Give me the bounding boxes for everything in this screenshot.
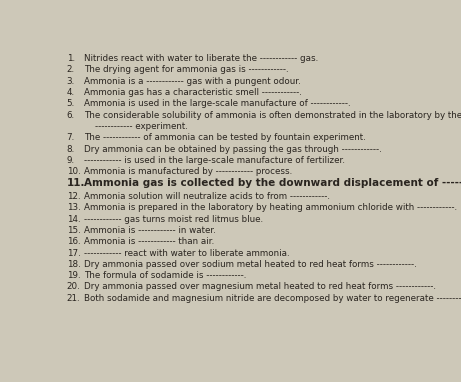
Text: Dry ammonia can be obtained by passing the gas through ------------.: Dry ammonia can be obtained by passing t… <box>84 144 382 154</box>
Text: 21.: 21. <box>66 294 80 303</box>
Text: 1.: 1. <box>66 54 75 63</box>
Text: Ammonia gas has a characteristic smell ------------.: Ammonia gas has a characteristic smell -… <box>84 88 302 97</box>
Text: Ammonia is ------------ than air.: Ammonia is ------------ than air. <box>84 237 215 246</box>
Text: The ------------ of ammonia can be tested by fountain experiment.: The ------------ of ammonia can be teste… <box>84 133 366 142</box>
Text: 12.: 12. <box>66 192 80 201</box>
Text: ------------ is used in the large-scale manufacture of fertilizer.: ------------ is used in the large-scale … <box>84 156 345 165</box>
Text: 14.: 14. <box>66 215 80 223</box>
Text: ------------ experiment.: ------------ experiment. <box>95 122 188 131</box>
Text: Dry ammonia passed over sodium metal heated to red heat forms ------------.: Dry ammonia passed over sodium metal hea… <box>84 260 417 269</box>
Text: 7.: 7. <box>66 133 75 142</box>
Text: 16.: 16. <box>66 237 80 246</box>
Text: 5.: 5. <box>66 99 75 108</box>
Text: 19.: 19. <box>66 271 80 280</box>
Text: 15.: 15. <box>66 226 80 235</box>
Text: Nitrides react with water to liberate the ------------ gas.: Nitrides react with water to liberate th… <box>84 54 319 63</box>
Text: Ammonia is prepared in the laboratory by heating ammonium chloride with --------: Ammonia is prepared in the laboratory by… <box>84 203 458 212</box>
Text: 3.: 3. <box>66 77 75 86</box>
Text: Ammonia solution will neutralize acids to from ------------.: Ammonia solution will neutralize acids t… <box>84 192 331 201</box>
Text: 17.: 17. <box>66 249 80 257</box>
Text: Ammonia is manufactured by ------------ process.: Ammonia is manufactured by ------------ … <box>84 167 293 176</box>
Text: 20.: 20. <box>66 282 80 291</box>
Text: Dry ammonia passed over magnesium metal heated to red heat forms ------------.: Dry ammonia passed over magnesium metal … <box>84 282 437 291</box>
Text: The formula of sodamide is ------------.: The formula of sodamide is ------------. <box>84 271 247 280</box>
Text: 2.: 2. <box>66 65 75 74</box>
Text: 13.: 13. <box>66 203 80 212</box>
Text: Both sodamide and magnesium nitride are decomposed by water to regenerate ------: Both sodamide and magnesium nitride are … <box>84 294 461 303</box>
Text: 9.: 9. <box>66 156 75 165</box>
Text: 6.: 6. <box>66 111 75 120</box>
Text: ------------ react with water to liberate ammonia.: ------------ react with water to liberat… <box>84 249 290 257</box>
Text: 8.: 8. <box>66 144 75 154</box>
Text: 4.: 4. <box>66 88 75 97</box>
Text: Ammonia gas is collected by the downward displacement of ------------.: Ammonia gas is collected by the downward… <box>84 178 461 188</box>
Text: 18.: 18. <box>66 260 80 269</box>
Text: The drying agent for ammonia gas is ------------.: The drying agent for ammonia gas is ----… <box>84 65 289 74</box>
Text: Ammonia is used in the large-scale manufacture of ------------.: Ammonia is used in the large-scale manuf… <box>84 99 351 108</box>
Text: Ammonia is ------------ in water.: Ammonia is ------------ in water. <box>84 226 216 235</box>
Text: 11.: 11. <box>66 178 85 188</box>
Text: Ammonia is a ------------ gas with a pungent odour.: Ammonia is a ------------ gas with a pun… <box>84 77 301 86</box>
Text: The considerable solubility of ammonia is often demonstrated in the laboratory b: The considerable solubility of ammonia i… <box>84 111 461 120</box>
Text: 10.: 10. <box>66 167 80 176</box>
Text: ------------ gas turns moist red litmus blue.: ------------ gas turns moist red litmus … <box>84 215 264 223</box>
